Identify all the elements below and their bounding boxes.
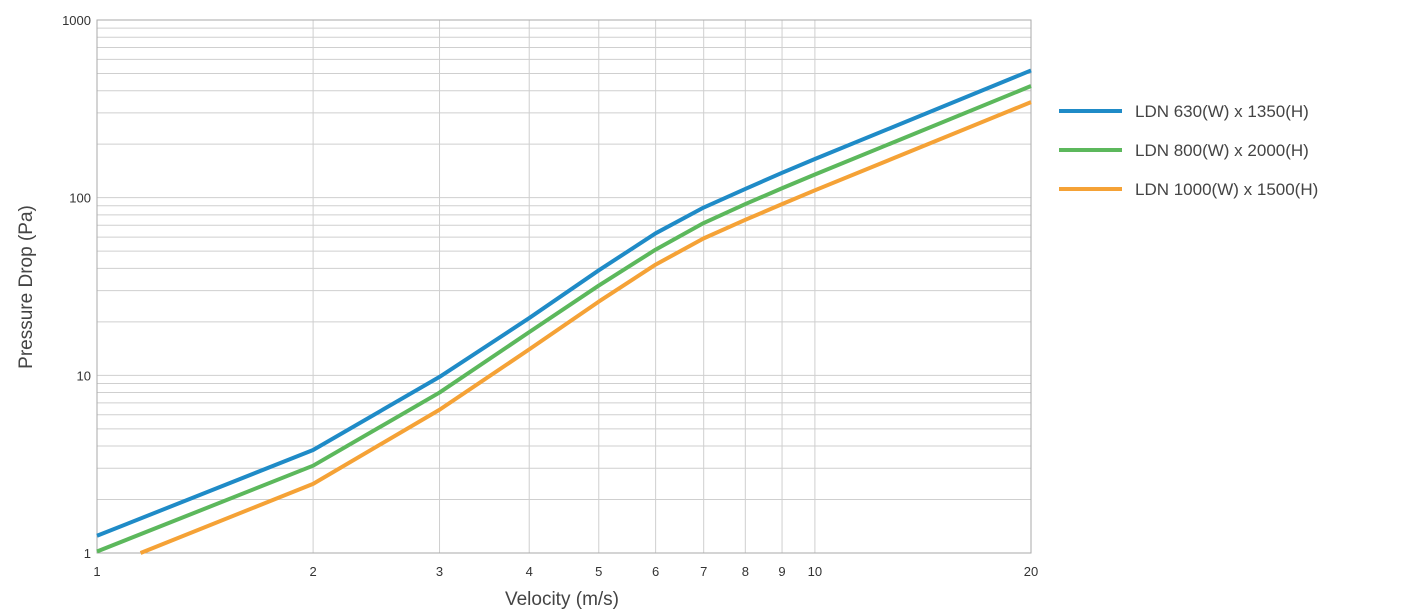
y-tick-label: 100: [69, 191, 91, 206]
x-tick-label: 10: [808, 564, 822, 579]
plot-border: [96, 19, 1032, 554]
series-line-2: [96, 84, 1032, 554]
x-tick-label: 3: [436, 564, 443, 579]
x-tick-label: 2: [309, 564, 316, 579]
legend-label-3: LDN 1000(W) x 1500(H): [1135, 180, 1318, 199]
y-tick-label: 1000: [62, 13, 91, 28]
x-tick-label: 9: [778, 564, 785, 579]
y-axis-ticks: 1 10 100 1000: [62, 13, 91, 561]
x-axis-ticks: 1 2 3 4 5 6 7 8 9 10 20: [93, 564, 1038, 579]
legend-label-1: LDN 630(W) x 1350(H): [1135, 102, 1309, 121]
x-tick-label: 4: [526, 564, 533, 579]
series-line-1: [96, 68, 1032, 538]
legend: LDN 630(W) x 1350(H) LDN 800(W) x 2000(H)…: [1059, 102, 1318, 199]
series-line-3: [139, 100, 1032, 555]
x-axis-label: Velocity (m/s): [505, 589, 619, 610]
x-tick-label: 7: [700, 564, 707, 579]
x-tick-label: 20: [1024, 564, 1038, 579]
legend-label-2: LDN 800(W) x 2000(H): [1135, 141, 1309, 160]
y-tick-label: 10: [77, 368, 91, 383]
x-tick-label: 8: [742, 564, 749, 579]
x-tick-label: 5: [595, 564, 602, 579]
y-axis-label: Pressure Drop (Pa): [16, 205, 37, 369]
y-tick-label: 1: [84, 546, 91, 561]
grid: [96, 20, 1032, 554]
series-group: [96, 68, 1032, 555]
x-tick-label: 1: [93, 564, 100, 579]
x-tick-label: 6: [652, 564, 659, 579]
